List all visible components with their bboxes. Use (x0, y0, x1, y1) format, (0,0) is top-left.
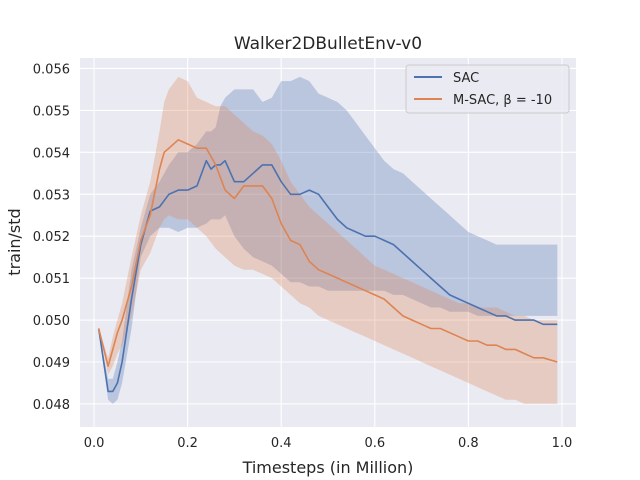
y-tick-label: 0.054 (33, 146, 70, 161)
y-tick-label: 0.049 (33, 356, 70, 371)
x-tick-label: 0.8 (458, 436, 479, 451)
legend-box (405, 64, 570, 114)
series-line-1 (97, 139, 558, 368)
y-axis-label: train/std (5, 208, 24, 275)
x-axis-label: Timesteps (in Million) (242, 458, 414, 477)
legend-label-0: SAC (453, 71, 479, 86)
series-lines (97, 139, 558, 393)
y-tick-labels: 0.048 0.049 0.050 0.051 0.052 0.053 0.054 0.055… (33, 62, 70, 412)
x-tick-label: 0.6 (364, 436, 385, 451)
legend: SAC M-SAC, β = -10 (405, 64, 570, 114)
series-band-1 (98, 76, 558, 404)
series-line-0 (97, 159, 558, 393)
confidence-bands (98, 76, 558, 404)
legend-label-1: M-SAC, β = -10 (453, 93, 552, 108)
y-tick-label: 0.055 (33, 104, 70, 119)
series-band-0 (98, 76, 558, 404)
plot-area (80, 58, 576, 427)
y-tick-label: 0.056 (33, 62, 70, 77)
x-tick-label: 0.4 (271, 436, 292, 451)
y-tick-label: 0.051 (33, 272, 70, 287)
x-tick-labels: 0.0 0.2 0.4 0.6 0.8 1.0 (84, 436, 573, 451)
grid (80, 58, 576, 427)
x-tick-label: 0.0 (84, 436, 105, 451)
x-tick-label: 1.0 (552, 436, 573, 451)
y-tick-label: 0.048 (33, 398, 70, 413)
y-tick-label: 0.053 (33, 188, 70, 203)
x-tick-label: 0.2 (177, 436, 198, 451)
y-tick-label: 0.050 (33, 314, 70, 329)
y-tick-label: 0.052 (33, 230, 70, 245)
chart-title: Walker2DBulletEnv-v0 (234, 34, 422, 54)
